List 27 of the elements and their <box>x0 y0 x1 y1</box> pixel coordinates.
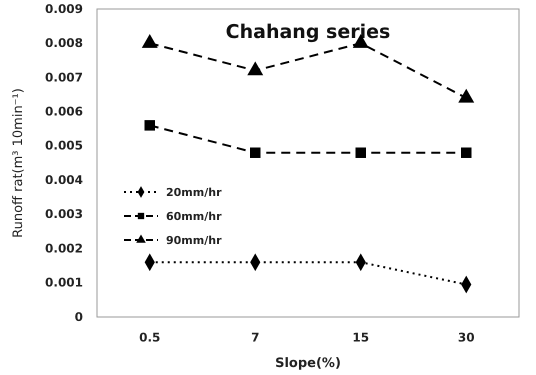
x-tick-label: 30 <box>458 330 475 345</box>
point <box>356 147 366 158</box>
y-tick-label: 0.008 <box>45 36 83 50</box>
y-tick-label: 0.001 <box>45 276 83 290</box>
point <box>247 61 264 76</box>
y-tick-label: 0.005 <box>45 138 83 153</box>
point <box>142 34 158 48</box>
y-tick-label: 0.007 <box>45 70 83 84</box>
text: Chahang series <box>226 21 390 43</box>
point <box>458 88 474 103</box>
point <box>144 120 155 131</box>
y-tick-label: 0.004 <box>45 172 83 187</box>
x-tick-label: 7 <box>251 330 260 345</box>
y-tick-label: 0.003 <box>45 207 83 222</box>
y-tick-label: 0.002 <box>45 241 83 256</box>
point <box>461 147 472 158</box>
legend-label: 20mm/hr <box>166 186 222 199</box>
x-axis-title: Slope(%) <box>275 356 341 371</box>
legend-label: 60mm/hr <box>166 210 222 223</box>
legend-label: 90mm/hr <box>166 234 222 247</box>
x-tick-label: 15 <box>352 330 370 345</box>
point <box>250 147 260 158</box>
x-tick-label: 0.5 <box>139 330 160 345</box>
y-tick-label: 0.009 <box>45 2 83 16</box>
y-tick-label: 0.006 <box>45 104 83 119</box>
y-axis-title: Runoff rat(m³ 10min⁻¹) <box>11 88 26 238</box>
y-tick-label: 0 <box>74 310 83 324</box>
